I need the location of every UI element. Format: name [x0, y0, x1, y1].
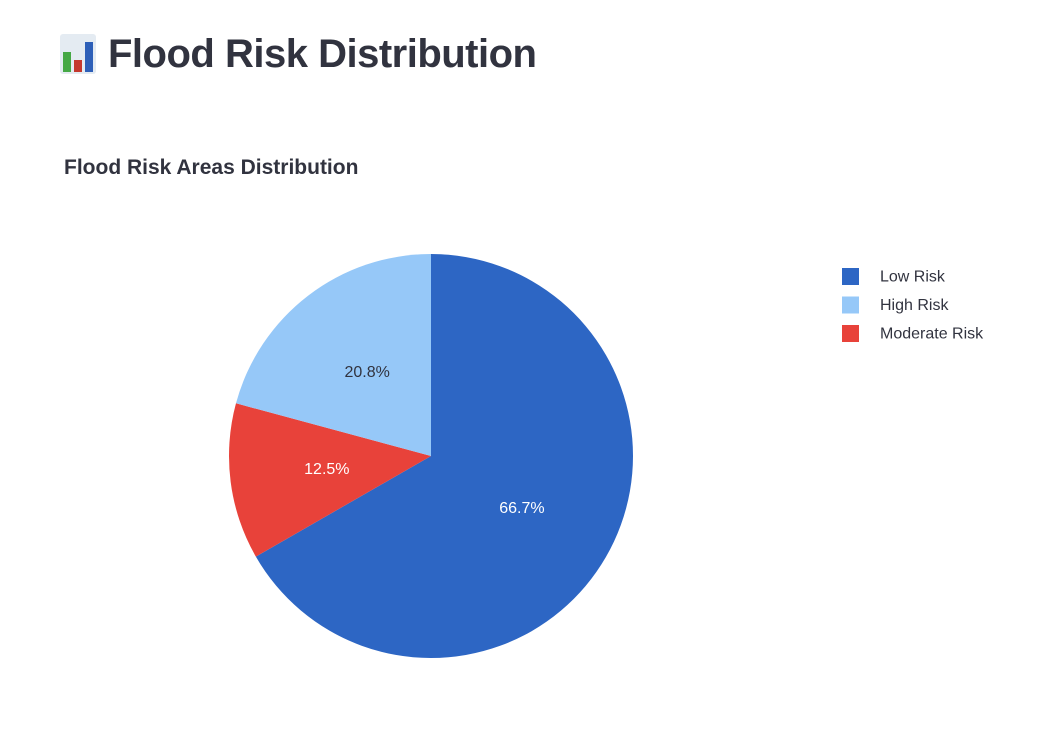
page-title: Flood Risk Distribution	[108, 32, 537, 76]
pie-slice-low-risk[interactable]	[255, 254, 634, 658]
legend-swatch	[842, 268, 859, 285]
pie-slices	[229, 254, 634, 658]
page-header: Flood Risk Distribution	[60, 28, 537, 80]
chart-title: Flood Risk Areas Distribution	[64, 156, 359, 179]
pie-labels: 66.7% 12.5% 20.8%	[304, 364, 544, 517]
slice-label-low-risk: 66.7%	[499, 500, 544, 517]
legend-label: Moderate Risk	[880, 326, 984, 343]
bar-chart-emoji-icon	[60, 34, 96, 74]
legend-item-moderate-risk[interactable]: Moderate Risk	[842, 325, 984, 343]
legend-swatch	[842, 325, 859, 342]
legend-label: Low Risk	[880, 269, 946, 286]
legend-label: High Risk	[880, 297, 949, 314]
legend-swatch	[842, 296, 859, 314]
slice-label-high-risk: 20.8%	[344, 364, 389, 381]
slice-label-moderate-risk: 12.5%	[304, 461, 349, 478]
pie-slice-moderate-risk[interactable]	[229, 403, 431, 557]
pie-slice-high-risk[interactable]	[235, 254, 431, 456]
legend-item-low-risk[interactable]: Low Risk	[842, 268, 946, 286]
legend-item-high-risk[interactable]: High Risk	[842, 296, 949, 315]
legend: Low Risk High Risk Moderate Risk	[842, 268, 984, 343]
